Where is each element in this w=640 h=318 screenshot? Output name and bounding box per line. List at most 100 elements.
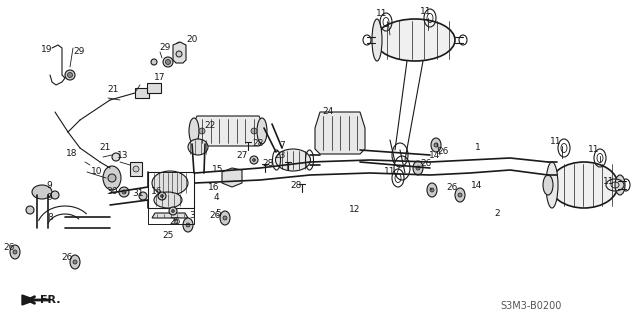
- Ellipse shape: [427, 183, 437, 197]
- Circle shape: [416, 166, 420, 170]
- Polygon shape: [192, 116, 264, 146]
- Text: 11: 11: [588, 146, 600, 155]
- Ellipse shape: [154, 192, 182, 208]
- Bar: [147, 83, 161, 93]
- Circle shape: [133, 166, 139, 172]
- Text: 6: 6: [172, 218, 178, 226]
- Circle shape: [223, 216, 227, 220]
- Text: 16: 16: [208, 183, 220, 192]
- Ellipse shape: [152, 171, 188, 195]
- Ellipse shape: [372, 19, 382, 61]
- Circle shape: [51, 191, 59, 199]
- Text: 7: 7: [279, 141, 285, 149]
- Text: 9: 9: [46, 181, 52, 190]
- Text: 28: 28: [252, 140, 264, 149]
- Text: 26: 26: [437, 148, 449, 156]
- Text: 20: 20: [186, 36, 198, 45]
- Ellipse shape: [431, 138, 441, 152]
- Circle shape: [26, 206, 34, 214]
- Polygon shape: [22, 295, 36, 305]
- Text: 13: 13: [117, 150, 129, 160]
- Circle shape: [186, 223, 190, 227]
- Text: 28: 28: [291, 181, 301, 190]
- Text: 30: 30: [106, 188, 118, 197]
- Ellipse shape: [183, 218, 193, 232]
- Ellipse shape: [32, 185, 52, 199]
- Text: 25: 25: [163, 231, 173, 239]
- Ellipse shape: [220, 211, 230, 225]
- Circle shape: [151, 59, 157, 65]
- Text: 21: 21: [99, 143, 111, 153]
- Text: 10: 10: [92, 168, 103, 176]
- Circle shape: [112, 153, 120, 161]
- Text: 31: 31: [132, 189, 144, 197]
- Text: 23: 23: [275, 150, 285, 160]
- Ellipse shape: [188, 139, 208, 155]
- Text: 8: 8: [47, 213, 53, 223]
- Text: 18: 18: [65, 149, 77, 157]
- Text: 26: 26: [3, 244, 15, 252]
- Circle shape: [108, 174, 116, 182]
- Ellipse shape: [70, 255, 80, 269]
- Circle shape: [163, 57, 173, 67]
- Text: 4: 4: [213, 193, 219, 203]
- Text: 11: 11: [604, 177, 615, 186]
- Ellipse shape: [375, 19, 455, 61]
- Text: 24: 24: [323, 107, 333, 116]
- Text: 5: 5: [215, 209, 221, 218]
- Text: 16: 16: [151, 188, 163, 197]
- Circle shape: [161, 195, 163, 197]
- Text: 3: 3: [189, 211, 195, 219]
- Text: 2: 2: [494, 210, 500, 218]
- Text: 26: 26: [446, 183, 458, 192]
- Circle shape: [122, 190, 126, 194]
- Circle shape: [430, 188, 434, 192]
- Text: 11: 11: [420, 8, 432, 17]
- Text: 11: 11: [384, 168, 396, 176]
- Ellipse shape: [550, 162, 618, 208]
- Text: 19: 19: [41, 45, 52, 54]
- Ellipse shape: [413, 161, 423, 175]
- Circle shape: [67, 73, 72, 78]
- Circle shape: [65, 70, 75, 80]
- Ellipse shape: [275, 149, 310, 171]
- Bar: [148, 172, 194, 224]
- Ellipse shape: [10, 245, 20, 259]
- Text: 26: 26: [209, 211, 221, 219]
- Circle shape: [139, 192, 147, 200]
- Polygon shape: [173, 42, 186, 63]
- Text: S3M3-B0200: S3M3-B0200: [500, 301, 561, 311]
- Circle shape: [434, 143, 438, 147]
- Text: 22: 22: [204, 121, 216, 129]
- Circle shape: [250, 156, 258, 164]
- Bar: [135, 88, 149, 98]
- Text: 14: 14: [429, 150, 440, 160]
- Circle shape: [119, 187, 129, 197]
- Ellipse shape: [615, 175, 625, 195]
- Text: 21: 21: [108, 86, 118, 94]
- Ellipse shape: [455, 188, 465, 202]
- Ellipse shape: [189, 118, 199, 144]
- Bar: [130, 162, 142, 176]
- Text: 12: 12: [349, 205, 361, 215]
- Text: 27: 27: [236, 150, 248, 160]
- Circle shape: [199, 128, 205, 134]
- Text: 1: 1: [475, 143, 481, 153]
- Text: 11: 11: [376, 10, 388, 18]
- Circle shape: [13, 250, 17, 254]
- Circle shape: [251, 128, 257, 134]
- Text: 9: 9: [46, 193, 52, 203]
- Circle shape: [169, 207, 177, 215]
- Text: 11: 11: [550, 137, 562, 147]
- Circle shape: [172, 210, 175, 212]
- Polygon shape: [222, 168, 242, 187]
- Text: FR.: FR.: [40, 295, 61, 305]
- Text: 29: 29: [159, 43, 171, 52]
- Circle shape: [166, 59, 170, 65]
- Circle shape: [458, 193, 462, 197]
- Circle shape: [73, 260, 77, 264]
- Bar: [148, 172, 194, 208]
- Text: 15: 15: [212, 165, 224, 175]
- Circle shape: [158, 192, 166, 200]
- Text: 14: 14: [471, 181, 483, 190]
